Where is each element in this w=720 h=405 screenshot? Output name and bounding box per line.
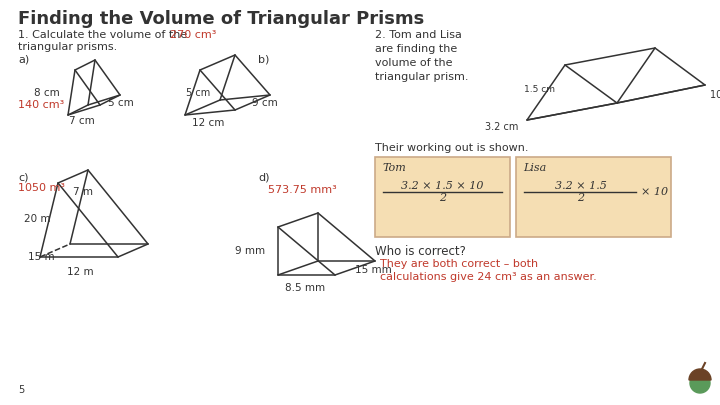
Text: Their working out is shown.: Their working out is shown. xyxy=(375,143,528,153)
Text: 2: 2 xyxy=(439,193,446,203)
Text: 15 mm: 15 mm xyxy=(355,265,392,275)
FancyBboxPatch shape xyxy=(516,157,671,237)
Text: 9 mm: 9 mm xyxy=(235,246,265,256)
Text: 3.2 × 1.5 × 10: 3.2 × 1.5 × 10 xyxy=(401,181,484,191)
Text: 1. Calculate the volume of the: 1. Calculate the volume of the xyxy=(18,30,187,40)
Text: 1.5 cm: 1.5 cm xyxy=(524,85,556,94)
Text: 3.2 × 1.5: 3.2 × 1.5 xyxy=(555,181,607,191)
Text: 12 cm: 12 cm xyxy=(192,118,224,128)
FancyBboxPatch shape xyxy=(375,157,510,237)
Text: 8 cm: 8 cm xyxy=(35,88,60,98)
Text: × 10: × 10 xyxy=(641,187,668,197)
Text: b): b) xyxy=(258,55,269,65)
Text: 270 cm³: 270 cm³ xyxy=(170,30,217,40)
Text: d): d) xyxy=(258,173,269,183)
Wedge shape xyxy=(689,369,711,380)
Text: are finding the: are finding the xyxy=(375,44,457,54)
Text: 3.2 cm: 3.2 cm xyxy=(485,122,518,132)
Text: Finding the Volume of Triangular Prisms: Finding the Volume of Triangular Prisms xyxy=(18,10,424,28)
Text: a): a) xyxy=(18,55,30,65)
Text: 140 cm³: 140 cm³ xyxy=(18,100,64,110)
Text: They are both correct – both: They are both correct – both xyxy=(380,259,538,269)
Text: 7 m: 7 m xyxy=(73,187,93,197)
Text: 2: 2 xyxy=(577,193,585,203)
Text: 12 m: 12 m xyxy=(67,267,94,277)
Text: 20 m: 20 m xyxy=(24,214,50,224)
Text: 10 cm: 10 cm xyxy=(710,90,720,100)
Circle shape xyxy=(690,373,710,393)
Text: volume of the: volume of the xyxy=(375,58,452,68)
Text: triangular prisms.: triangular prisms. xyxy=(18,42,117,52)
Text: Tom: Tom xyxy=(382,163,406,173)
Text: calculations give 24 cm³ as an answer.: calculations give 24 cm³ as an answer. xyxy=(380,272,597,282)
Text: 8.5 mm: 8.5 mm xyxy=(285,283,325,293)
Text: c): c) xyxy=(18,173,29,183)
Text: 5 cm: 5 cm xyxy=(108,98,134,108)
Text: 1050 m³: 1050 m³ xyxy=(18,183,65,193)
Text: 573.75 mm³: 573.75 mm³ xyxy=(268,185,337,195)
Text: Lisa: Lisa xyxy=(523,163,546,173)
Text: Who is correct?: Who is correct? xyxy=(375,245,466,258)
Text: 5 cm: 5 cm xyxy=(186,88,210,98)
Text: 9 cm: 9 cm xyxy=(252,98,278,108)
Text: 5: 5 xyxy=(18,385,24,395)
Text: 2. Tom and Lisa: 2. Tom and Lisa xyxy=(375,30,462,40)
Text: 15 m: 15 m xyxy=(28,252,55,262)
Text: triangular prism.: triangular prism. xyxy=(375,72,469,82)
Text: 7 cm: 7 cm xyxy=(69,116,95,126)
